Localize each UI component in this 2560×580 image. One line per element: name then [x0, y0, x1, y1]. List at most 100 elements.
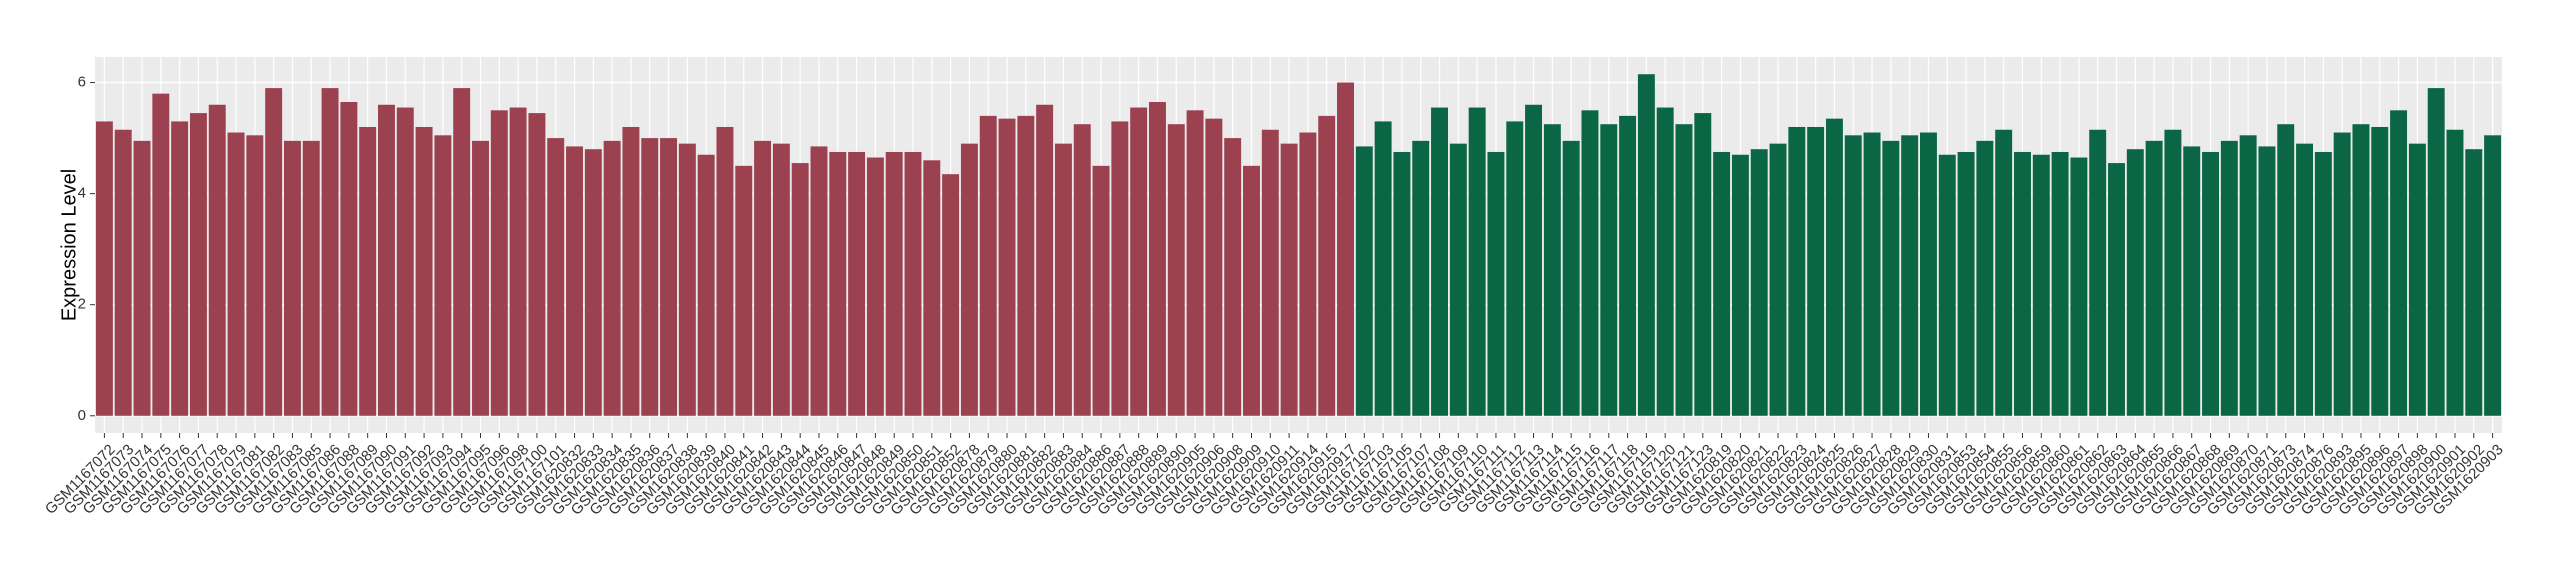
- bar: [246, 135, 264, 416]
- bar: [114, 129, 132, 416]
- bar: [378, 104, 395, 416]
- bar: [2239, 135, 2257, 416]
- bar: [1130, 107, 1148, 416]
- bar: [2051, 151, 2069, 416]
- bar: [716, 126, 734, 416]
- bar: [2014, 151, 2031, 416]
- bar: [1769, 143, 1787, 416]
- bar: [641, 138, 659, 416]
- bar: [1882, 140, 1900, 416]
- bar: [1713, 151, 1731, 416]
- bar: [189, 113, 207, 416]
- bar: [547, 138, 565, 416]
- bar: [472, 140, 489, 416]
- bar: [1731, 154, 1749, 416]
- bar: [2202, 151, 2219, 416]
- bar: [998, 118, 1016, 416]
- bar: [1299, 132, 1317, 416]
- bar: [1186, 110, 1204, 416]
- bar: [1750, 149, 1768, 416]
- bar: [885, 151, 903, 416]
- bar: [1825, 118, 1843, 416]
- bar: [2108, 163, 2125, 416]
- bar: [2408, 143, 2426, 416]
- bar: [1637, 74, 1655, 416]
- bar: [848, 151, 866, 416]
- bar: [2145, 140, 2163, 416]
- bar: [2183, 146, 2201, 416]
- bar: [2333, 132, 2351, 416]
- bar: [923, 160, 941, 416]
- bar: [2427, 88, 2445, 416]
- bar: [754, 140, 772, 416]
- bar: [1995, 129, 2013, 416]
- bar: [1280, 143, 1298, 416]
- bar: [265, 88, 283, 416]
- bar: [453, 88, 471, 416]
- bar: [810, 146, 828, 416]
- bar: [1694, 113, 1712, 416]
- bar: [1976, 140, 1994, 416]
- bar: [415, 126, 433, 416]
- bar: [1675, 124, 1693, 416]
- bar: [1656, 107, 1674, 416]
- bar: [340, 101, 358, 416]
- bar: [171, 121, 189, 416]
- bar: [1205, 118, 1223, 416]
- bar: [584, 149, 602, 416]
- bar: [1167, 124, 1185, 416]
- bar: [622, 126, 640, 416]
- bar: [1054, 143, 1072, 416]
- bar: [2070, 157, 2088, 416]
- bar: [1393, 151, 1411, 416]
- bar: [2352, 124, 2370, 416]
- bar: [1957, 151, 1975, 416]
- bar: [1863, 132, 1881, 416]
- bar: [2371, 126, 2389, 416]
- bar: [490, 110, 508, 416]
- bar: [772, 143, 790, 416]
- bar: [1525, 104, 1543, 416]
- bar: [1506, 121, 1524, 416]
- bar: [678, 143, 696, 416]
- bar: [2465, 149, 2483, 416]
- bar: [979, 115, 997, 416]
- bar: [1149, 101, 1166, 416]
- bar: [152, 93, 170, 416]
- bar: [2032, 154, 2050, 416]
- bar: [904, 151, 922, 416]
- bar: [1600, 124, 1618, 416]
- bar: [2126, 149, 2144, 416]
- bar: [1224, 138, 1242, 416]
- bar: [1431, 107, 1448, 416]
- bar: [283, 140, 301, 416]
- bar: [528, 113, 546, 416]
- bar: [2446, 129, 2464, 416]
- bar: [1449, 143, 1467, 416]
- bar: [227, 132, 245, 416]
- bar: [791, 163, 809, 416]
- bar: [321, 88, 339, 416]
- bar: [1092, 165, 1110, 416]
- y-axis-label: Expression Level: [58, 169, 80, 321]
- bar: [603, 140, 621, 416]
- bar: [1581, 110, 1599, 416]
- bar: [660, 138, 678, 416]
- bar: [2164, 129, 2182, 416]
- bar: [829, 151, 847, 416]
- bar: [1412, 140, 1430, 416]
- y-tick-label: 0: [78, 407, 86, 424]
- bar: [866, 157, 884, 416]
- bar: [1036, 104, 1054, 416]
- bar: [1844, 135, 1862, 416]
- bar: [2277, 124, 2295, 416]
- bar: [208, 104, 226, 416]
- bar: [1901, 135, 1919, 416]
- y-tick-label: 6: [78, 74, 86, 91]
- bar: [1355, 146, 1373, 416]
- bar: [434, 135, 452, 416]
- bar: [302, 140, 320, 416]
- bar: [2314, 151, 2332, 416]
- bar: [509, 107, 527, 416]
- bar: [1374, 121, 1392, 416]
